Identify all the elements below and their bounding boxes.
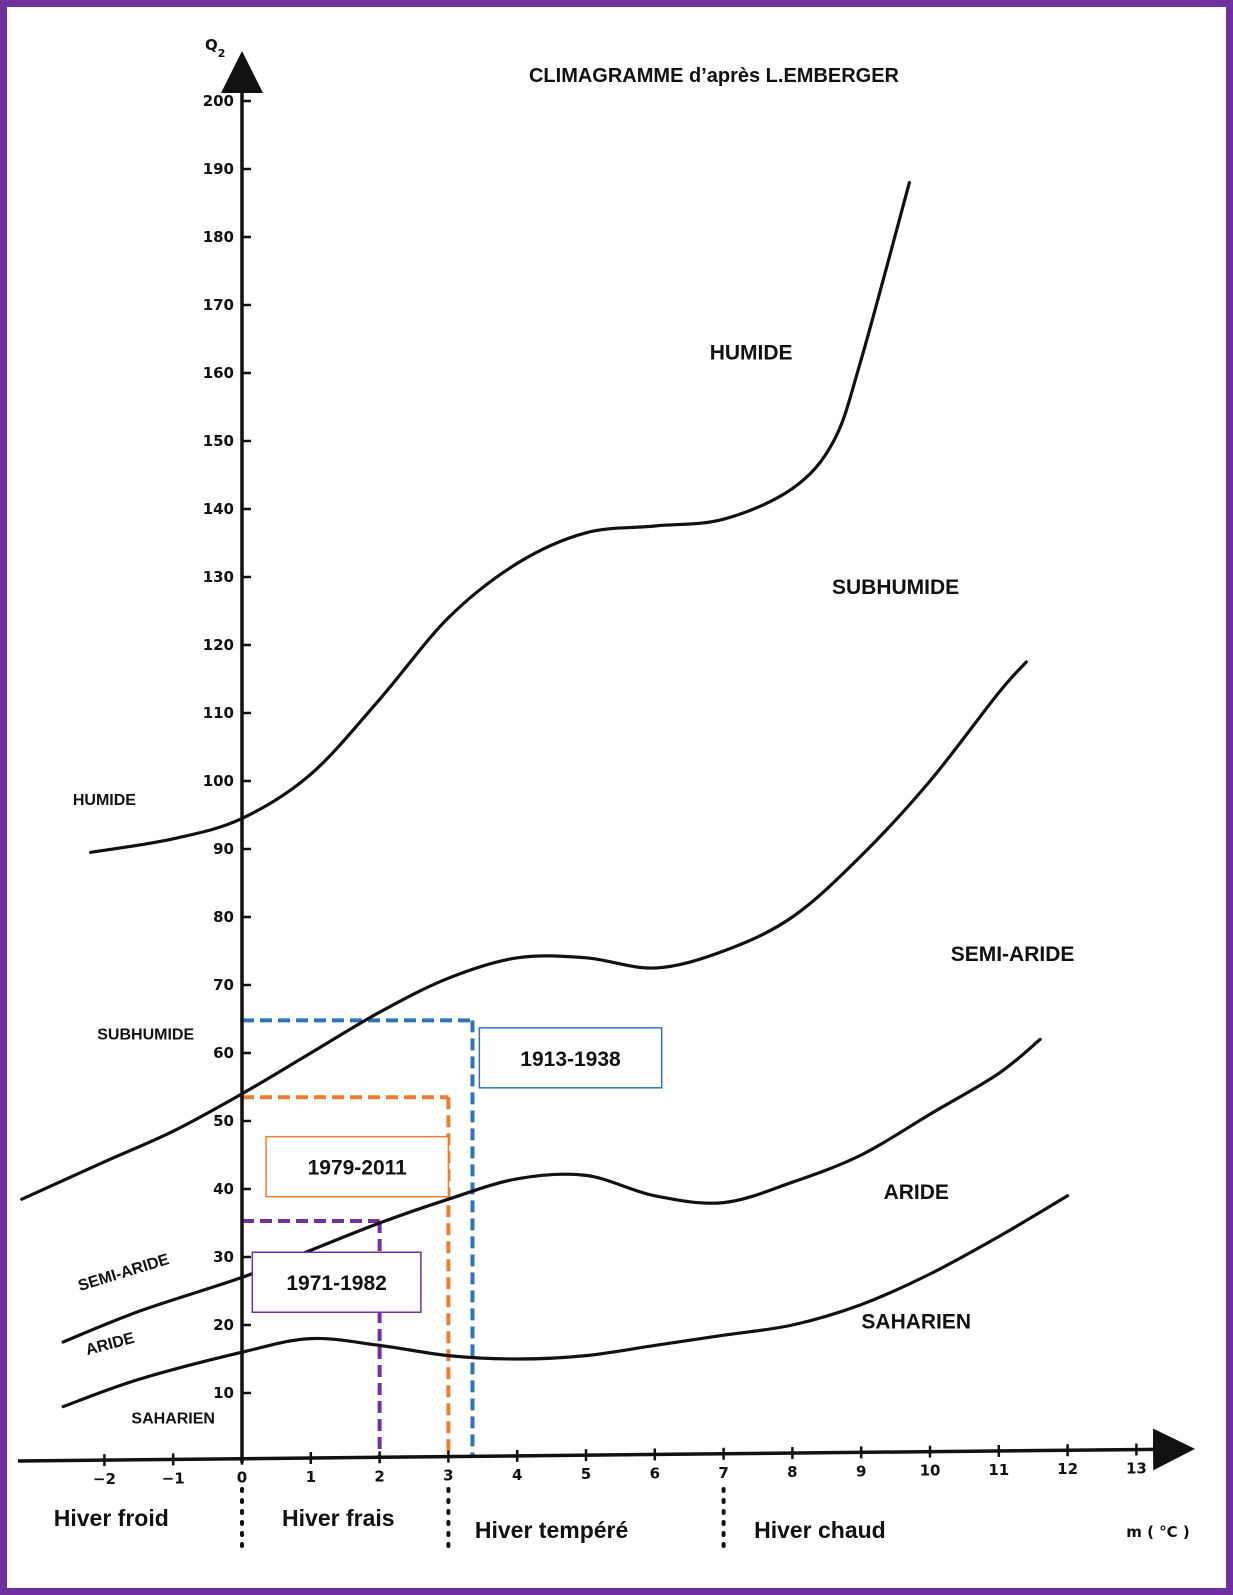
zone-label-left: HUMIDE [73, 792, 136, 809]
y-tick-label-30: 30 [213, 1248, 234, 1266]
y-tick-label-160: 160 [203, 364, 234, 382]
period-1971-1982-label-box [251, 1251, 422, 1313]
x-tick-label-2: 2 [374, 1467, 384, 1485]
x-tick-label-11: 11 [988, 1461, 1009, 1479]
zone-label-right: HUMIDE [710, 341, 793, 364]
x-tick-label-1: 1 [306, 1468, 316, 1486]
period-1913-1938-label-box [478, 1027, 663, 1089]
zone-label-left: SAHARIEN [131, 1411, 215, 1428]
x-tick-label-0: 0 [237, 1469, 247, 1487]
y-tick-label-60: 60 [213, 1044, 234, 1062]
winter-class-label: Hiver tempéré [475, 1517, 628, 1543]
x-tick-label--2: −2 [93, 1470, 116, 1488]
axes-layer [17, 51, 1195, 1548]
x-tick-label-4: 4 [512, 1466, 522, 1484]
zone-label-left: ARIDE [84, 1330, 137, 1359]
y-tick-label-100: 100 [203, 772, 234, 790]
period-1913-1938-label: 1913-1938 [520, 1048, 621, 1071]
boundary-curve-2 [20, 660, 1028, 1201]
y-tick-label-110: 110 [203, 704, 234, 722]
y-tick-label-170: 170 [203, 296, 234, 314]
chart-title: CLIMAGRAMME d’après L.EMBERGER [529, 65, 900, 87]
x-tick-label-12: 12 [1057, 1460, 1078, 1478]
boundary-curves-layer [20, 181, 1070, 1409]
zone-label-right: SEMI-ARIDE [951, 943, 1075, 966]
winter-class-label: Hiver chaud [754, 1517, 886, 1543]
y-tick-label-130: 130 [203, 568, 234, 586]
zone-label-right: SAHARIEN [861, 1310, 971, 1333]
y-tick-label-70: 70 [213, 976, 234, 994]
x-tick-label-7: 7 [718, 1464, 728, 1482]
y-tick-label-10: 10 [213, 1384, 234, 1402]
y-axis-label: Q2 [205, 36, 225, 60]
period-1979-2011-label: 1979-2011 [308, 1157, 408, 1180]
x-axis [17, 1428, 1195, 1471]
zone-label-right: ARIDE [884, 1181, 949, 1204]
x-tick-label--1: −1 [162, 1469, 185, 1487]
y-tick-label-120: 120 [203, 636, 234, 654]
winter-class-label: Hiver froid [54, 1505, 169, 1531]
x-tick-label-9: 9 [856, 1462, 866, 1480]
x-axis-label: m ( °C ) [1126, 1523, 1190, 1541]
y-tick-label-80: 80 [213, 908, 234, 926]
x-tick-label-10: 10 [920, 1462, 941, 1480]
x-tick-label-13: 13 [1126, 1460, 1147, 1478]
period-1979-2011-label-box [265, 1135, 450, 1198]
y-tick-label-50: 50 [213, 1112, 234, 1130]
y-tick-label-90: 90 [213, 840, 234, 858]
y-tick-label-180: 180 [203, 228, 234, 246]
zone-label-right: SUBHUMIDE [832, 576, 959, 599]
y-tick-label-40: 40 [213, 1180, 234, 1198]
zone-label-left: SEMI-ARIDE [76, 1251, 171, 1295]
labels-layer: CLIMAGRAMME d’après L.EMBERGER m ( °C ) … [54, 36, 1190, 1543]
y-tick-label-190: 190 [203, 160, 234, 178]
zone-label-left: SUBHUMIDE [97, 1026, 194, 1043]
x-tick-label-5: 5 [581, 1465, 591, 1483]
y-tick-label-20: 20 [213, 1316, 234, 1334]
y-tick-label-150: 150 [203, 432, 234, 450]
x-tick-label-3: 3 [443, 1467, 453, 1485]
period-1971-1982-label: 1971-1982 [286, 1272, 386, 1295]
boundary-curve-4 [61, 1194, 1070, 1409]
x-tick-label-6: 6 [650, 1464, 660, 1482]
boundary-curve-1 [89, 181, 911, 854]
period-lines-layer [242, 1018, 475, 1458]
y-tick-label-200: 200 [203, 92, 234, 110]
y-tick-label-140: 140 [203, 500, 234, 518]
x-tick-label-8: 8 [787, 1463, 797, 1481]
y-axis-label-subscript: 2 [218, 47, 226, 60]
winter-class-label: Hiver frais [282, 1505, 395, 1531]
